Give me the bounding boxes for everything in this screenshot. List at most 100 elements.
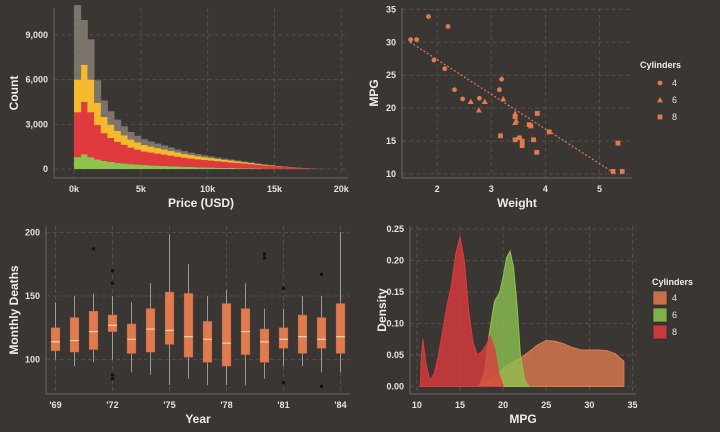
histogram-bar-green xyxy=(107,161,115,170)
box-iqr xyxy=(183,293,194,358)
box-outlier xyxy=(281,286,286,291)
scatter-point xyxy=(519,138,525,144)
scatter-point xyxy=(531,137,536,143)
histogram-bar-red xyxy=(307,168,315,170)
histogram-bar-yellow xyxy=(167,151,175,156)
histogram-bar-gray xyxy=(241,161,249,163)
histogram-bar-red xyxy=(254,164,262,169)
histogram-bar-red xyxy=(267,165,275,169)
scatter-point xyxy=(615,140,621,146)
scatter-point xyxy=(431,57,437,63)
histogram-bar-yellow xyxy=(267,165,275,166)
x-tick-label: 20 xyxy=(498,400,508,410)
price-histogram: 0k 5k 10k 15k 20k 0 3,000 6,000 9,000 Price (USD)… xyxy=(7,5,350,210)
x-tick-label: 25 xyxy=(541,400,551,410)
scatter-point xyxy=(534,111,540,116)
legend-swatch xyxy=(652,307,668,323)
histogram-bar-green xyxy=(87,157,95,170)
box-iqr xyxy=(316,317,327,349)
histogram-bar-yellow xyxy=(140,144,148,152)
histogram-bar-green xyxy=(174,166,182,170)
histogram-bar-green xyxy=(74,157,82,170)
histogram-bar-red xyxy=(294,167,302,169)
histogram-bar-green xyxy=(194,167,202,170)
y-tick-label: 0.10 xyxy=(386,319,404,329)
x-tick-label: '81 xyxy=(277,400,289,410)
histogram-bar-red xyxy=(214,161,222,168)
box-outlier xyxy=(91,247,96,251)
histogram-bar-red xyxy=(281,166,289,169)
histogram-bar-gray xyxy=(120,126,128,136)
histogram-bar-yellow xyxy=(261,164,269,166)
box-iqr xyxy=(107,314,118,332)
scatter-point xyxy=(500,95,507,102)
x-tick-label: 15k xyxy=(267,184,283,194)
y-tick-label: 6,000 xyxy=(25,75,48,85)
histogram-bar-red xyxy=(114,141,122,163)
histogram-bar-red xyxy=(274,166,282,169)
histogram-bar-yellow xyxy=(80,64,88,102)
y-tick-label: 0.00 xyxy=(386,381,404,391)
histogram-bar-yellow xyxy=(74,79,82,113)
histogram-bar-red xyxy=(134,149,142,165)
x-tick-label: 3 xyxy=(489,184,494,194)
scatter-point xyxy=(426,14,431,19)
y-tick-label: 15 xyxy=(386,136,396,146)
histogram-bar-green xyxy=(154,165,162,170)
histogram-bar-gray xyxy=(207,156,215,159)
y-tick-label: 9,000 xyxy=(25,30,48,40)
histogram-bar-red xyxy=(287,167,295,169)
legend-label: 6 xyxy=(672,95,677,105)
legend-title: Cylinders xyxy=(640,60,681,70)
histogram-bar-yellow xyxy=(247,163,255,165)
histogram-bar-gray xyxy=(174,149,182,153)
histogram-bar-yellow xyxy=(207,158,215,161)
histogram-bar-red xyxy=(241,163,249,169)
histogram-bar-gray xyxy=(221,158,229,160)
histogram-bar-gray xyxy=(214,157,222,159)
histogram-bar-green xyxy=(241,168,249,170)
mpg-density: 10 15 20 25 30 35 0.00 0.05 0.10 0.15 0.20 0.25 MPG D… xyxy=(375,224,638,426)
y-tick-label: 0.05 xyxy=(386,350,404,360)
scatter-point xyxy=(534,149,540,155)
histogram-bar-red xyxy=(147,152,155,166)
y-axis-title: Count xyxy=(7,76,21,111)
histogram-bar-yellow xyxy=(114,130,122,142)
histogram-bar-red xyxy=(100,133,108,161)
histogram-bar-yellow xyxy=(107,124,115,139)
histogram-bar-red xyxy=(174,156,182,167)
scatter-point xyxy=(512,119,519,126)
scatter-point xyxy=(497,87,502,93)
histogram-bar-yellow xyxy=(201,157,209,161)
box-outlier xyxy=(110,377,115,381)
y-tick-label: 0.15 xyxy=(386,287,404,297)
scatter-point xyxy=(475,107,482,113)
histogram-bar-green xyxy=(201,167,209,170)
box-iqr xyxy=(126,323,137,354)
histogram-bar-red xyxy=(120,144,128,164)
box-iqr xyxy=(259,328,270,363)
box-outlier xyxy=(110,268,115,273)
histogram-bar-gray xyxy=(247,162,255,164)
density-legend: Cylinders 4 6 8 xyxy=(652,277,693,340)
histogram-bar-gray xyxy=(154,143,162,149)
box-outlier xyxy=(110,373,115,377)
histogram-bar-green xyxy=(167,166,175,170)
histogram-bar-red xyxy=(194,159,202,168)
histogram-bar-red xyxy=(107,138,115,162)
y-tick-label: 35 xyxy=(386,4,396,14)
histogram-bar-red xyxy=(140,151,148,166)
legend-label: 4 xyxy=(672,78,677,88)
histogram-bar-yellow xyxy=(160,149,168,155)
legend-label: 8 xyxy=(672,327,677,337)
histogram-bar-gray xyxy=(234,160,242,162)
histogram-bar-gray xyxy=(140,139,148,145)
scatter-point xyxy=(460,96,466,102)
scatter-point xyxy=(467,98,474,104)
histogram-bar-red xyxy=(247,164,255,169)
histogram-bar-gray xyxy=(100,100,108,117)
x-axis-title: Price (USD) xyxy=(168,196,234,210)
histogram-bar-yellow xyxy=(127,139,135,148)
histogram-bar-gray xyxy=(160,145,168,150)
scatter-point xyxy=(452,87,457,93)
